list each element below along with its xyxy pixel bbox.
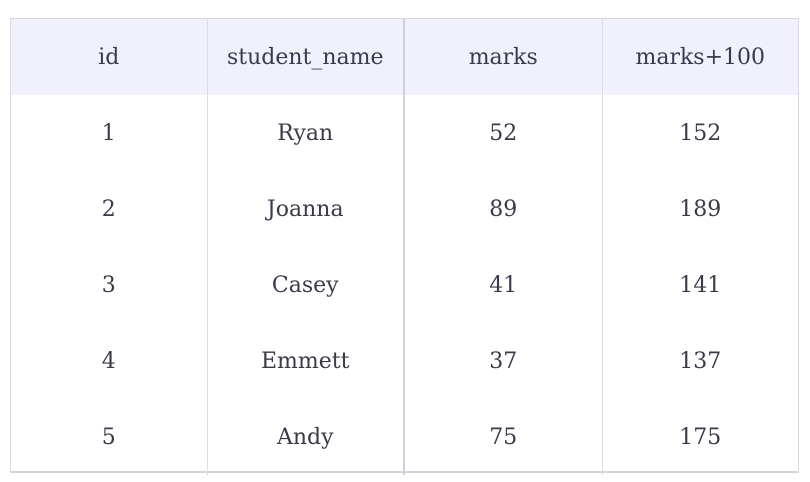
table-row: 4 Emmett 37 137	[11, 323, 798, 399]
column-header-marks: marks	[404, 19, 603, 95]
cell-marks-plus-100: 141	[679, 272, 722, 298]
table-row: 1 Ryan 52 152	[11, 95, 798, 171]
results-table: id student_name marks marks+100 1 Ryan 5…	[11, 19, 798, 475]
column-header-marks-plus-100: marks+100	[635, 44, 766, 70]
table-body: 1 Ryan 52 152 2 Joanna 89 189 3 Casey 41…	[11, 95, 798, 475]
cell-student-name: Casey	[207, 247, 405, 323]
cell-marks: 52	[404, 95, 603, 171]
results-table-container: id student_name marks marks+100 1 Ryan 5…	[10, 18, 799, 475]
cell-student-name: Joanna	[207, 171, 405, 247]
cell-marks: 89	[404, 171, 603, 247]
cell-marks: 37	[404, 323, 603, 399]
cell-marks: 41	[404, 247, 603, 323]
cell-marks-plus-100: 152	[679, 120, 722, 146]
cell-id: 1	[11, 95, 208, 171]
table-header: id student_name marks marks+100	[11, 19, 798, 95]
cell-id: 2	[11, 171, 208, 247]
cell-student-name: Emmett	[207, 323, 405, 399]
header-row: id student_name marks marks+100	[11, 19, 798, 95]
cell-marks-plus-100: 175	[679, 424, 722, 450]
column-header-id: id	[11, 19, 208, 95]
cell-marks-plus-100: 137	[679, 348, 722, 374]
cell-student-name: Andy	[207, 399, 405, 475]
table-row: 5 Andy 75 175	[11, 399, 798, 475]
cell-student-name: Ryan	[207, 95, 405, 171]
cell-marks: 75	[404, 399, 603, 475]
column-header-student-name: student_name	[207, 19, 405, 95]
table-row: 2 Joanna 89 189	[11, 171, 798, 247]
cell-id: 5	[11, 399, 208, 475]
cell-marks-plus-100: 189	[679, 196, 722, 222]
cell-id: 3	[11, 247, 208, 323]
table-row: 3 Casey 41 141	[11, 247, 798, 323]
cell-id: 4	[11, 323, 208, 399]
